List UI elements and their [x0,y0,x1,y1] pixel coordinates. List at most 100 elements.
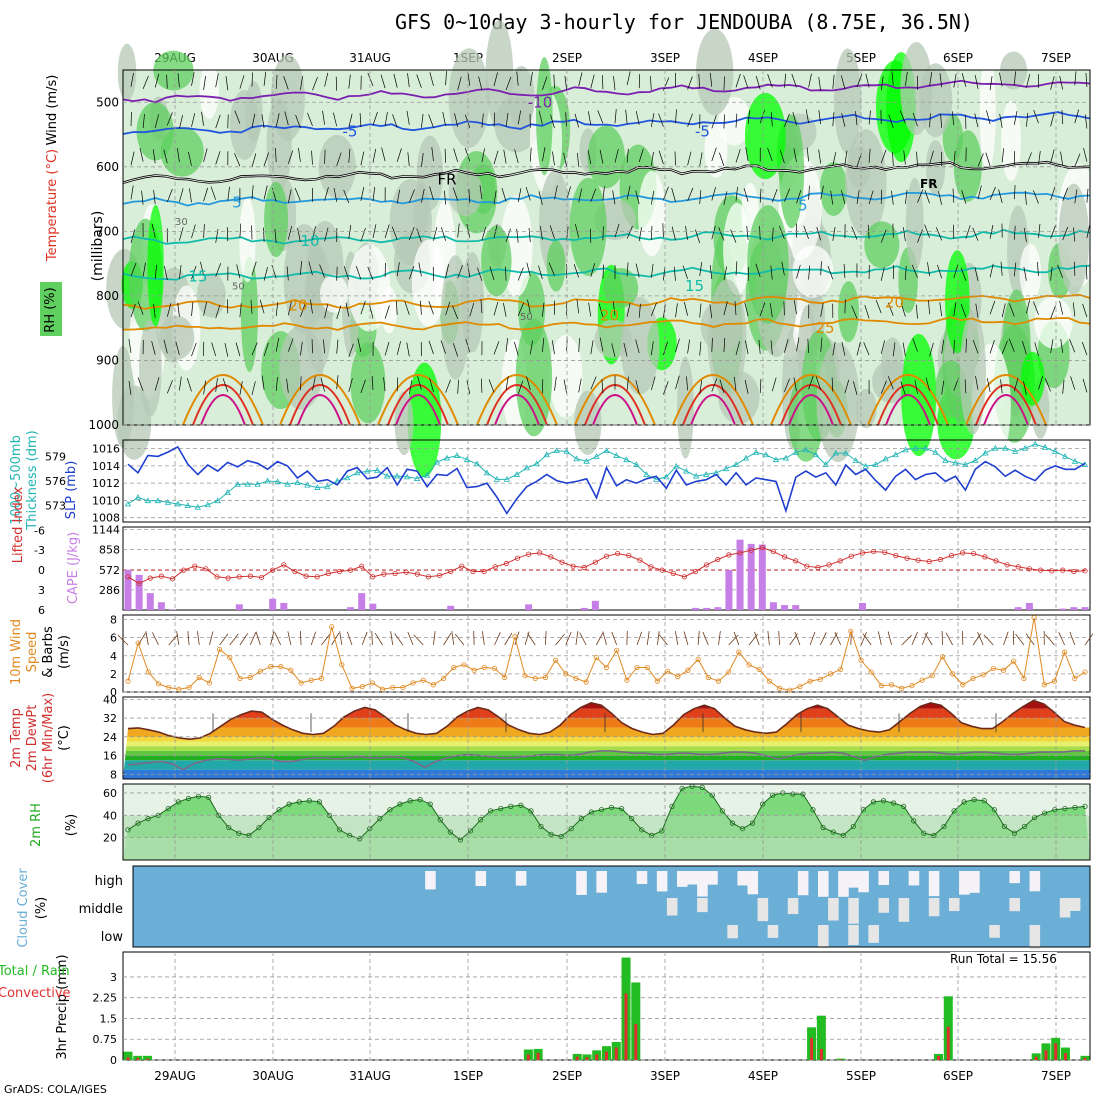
wind-barb [1038,223,1041,238]
thickness-label-2: Thickness (dm) [25,430,40,530]
wind-barb [767,74,773,88]
wind-barb [1001,340,1008,354]
precip-convective-label: Convective [0,986,71,1001]
wind-barb [154,73,160,88]
wind-barb [360,227,366,242]
wind-barb-10m [361,631,368,646]
x-label-top: 3SEP [650,51,680,65]
wind-barb [336,375,339,390]
cape-bar [369,603,377,610]
cloud-cell [828,898,839,921]
thickness-line-point [573,455,580,462]
wind-barb [548,262,555,276]
rh-blob [448,168,483,216]
cloud-cell [757,898,769,922]
wind-barb [577,152,580,167]
wind-barb [297,228,301,242]
cloud-level-label: middle [79,902,123,917]
wind-barb [215,304,221,319]
wind-barb [1008,338,1015,352]
wind-barb [468,189,471,204]
wind-barb [275,377,278,392]
wind-barb [905,189,908,204]
rh-blob [240,256,258,372]
wind-barb [960,267,967,281]
rh-line-point [608,804,615,811]
wind-barb [215,263,222,277]
thickness-line-point [214,497,221,504]
wind-barb [892,152,894,167]
wind-barb [735,149,741,163]
surface-isotherm [965,374,1047,426]
thickness-line-point [433,458,441,465]
surface-isotherm [690,394,736,426]
thickness-line-point [742,454,750,461]
wind-barb [880,229,887,243]
wind-barb [445,264,449,278]
lifted-index-line-point [236,574,242,580]
wind-barb [563,152,567,167]
rh-blob [945,250,970,354]
wind-barb [275,337,280,352]
wind-barb [578,378,582,393]
lifted-index-line-point [470,568,476,575]
cloud-cell [707,871,718,885]
rh-line-point [749,820,756,826]
thickness-line-point [972,457,979,463]
rh-blob [481,225,512,297]
wind-barb [452,343,459,357]
wind-barb [164,266,168,280]
wind-barb [550,114,555,129]
cloud-cell [838,871,849,897]
wind-barb [671,188,676,202]
thickness-line-point [992,444,999,451]
thickness-line-point [1041,444,1049,450]
wind-barb [626,185,631,200]
precip-convective-bar [1063,1053,1067,1060]
wind-barb [650,341,654,356]
thickness-line-point [274,478,281,485]
wind-barb [1038,150,1041,165]
precip-convective-bar [1044,1050,1048,1060]
x-label-bottom: 29AUG [154,1069,196,1083]
wind-barb [792,111,797,126]
wind-barb [1001,303,1006,318]
wind-barb [699,261,703,276]
wind-barb [650,302,657,316]
wind-barb-10m [219,633,229,646]
wind-barb [880,267,885,281]
wind-barb-10m [809,631,816,646]
cloud-cell [787,898,799,915]
cape-bar [146,593,154,610]
wind-speed-line-point [960,682,966,688]
precip-convective-bar [1034,1056,1038,1060]
wind-barb [263,71,267,86]
wind-barb [626,225,633,239]
wind-barb [784,339,789,353]
wind-barb [336,152,342,166]
thickness-line-point [932,448,939,455]
run-total-label: Run Total = 15.56 [950,952,1057,966]
wind-speed-line-point [644,664,650,671]
wind-speed-line-point [715,678,722,684]
wind-barb [914,380,918,395]
isotherm-line [122,191,1091,207]
wind-barb [576,299,580,314]
thickness-line-point [224,489,231,495]
cape-tick: 858 [99,544,120,557]
wind-tick: 2 [110,668,117,681]
cloud-cell [928,871,940,897]
cloud-cell [908,871,920,886]
lifted-index-line-point [781,554,788,560]
lifted-index-line-point [893,552,899,559]
wind-barb [635,190,640,205]
wind-barb [445,71,447,86]
wind-barb [598,303,604,318]
wind-barb-10m [1058,632,1066,646]
lifted-index-line-point [1015,564,1021,570]
wind-barb [454,113,459,128]
wind-barb [711,225,716,240]
wind-barb-10m [527,633,536,646]
thickness-line-point [1031,440,1039,447]
rh-blob [573,390,602,455]
